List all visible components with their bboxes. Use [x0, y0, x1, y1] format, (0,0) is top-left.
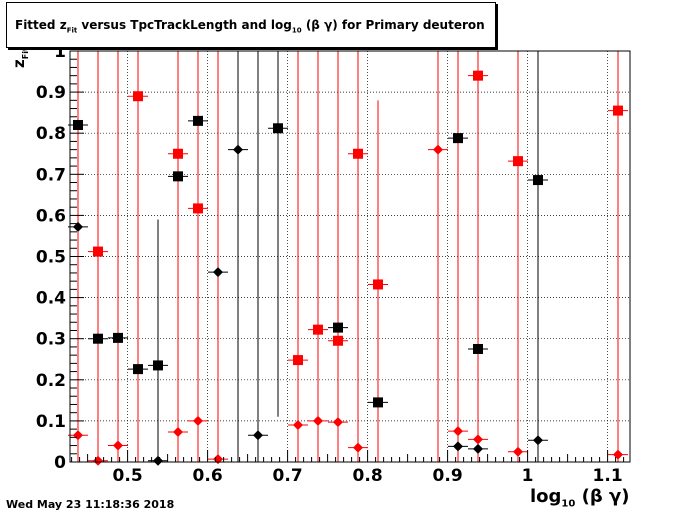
title-part-2: versus TpcTrackLength and log [77, 18, 292, 32]
data-point-square [373, 397, 383, 408]
data-point-square [473, 70, 483, 81]
data-point-square [153, 360, 163, 371]
title-part-3: (β γ) for Primary deuteron [301, 18, 485, 32]
data-point-diamond [453, 426, 463, 437]
data-point-diamond [333, 417, 343, 428]
data-point-square [93, 333, 103, 344]
tick-labels: 0.5 0.6 0.7 0.8 0.9 1 1.1 0 0.1 0.2 0.3 0.4 0.5 0.6 0.… [36, 42, 623, 486]
data-point-diamond [313, 415, 323, 426]
data-point-diamond [253, 430, 263, 441]
x-axis-label: log10 (β γ) [530, 486, 629, 510]
axis-ticks [70, 50, 625, 463]
title-sub-fit: Fit [66, 26, 78, 35]
data-markers [73, 70, 623, 466]
data-point-diamond [73, 430, 83, 441]
data-point-diamond [113, 440, 123, 451]
data-point-diamond [93, 455, 103, 466]
y-tick-label: 1 [54, 42, 66, 62]
x-tick-label: 0.8 [353, 466, 383, 486]
data-point-square [353, 148, 363, 159]
y-tick-label: 0 [54, 453, 66, 473]
x-tick-label: 0.6 [193, 466, 223, 486]
x-tick-label: 0.5 [113, 466, 143, 486]
y-label-main: z [10, 59, 28, 68]
x-tick-label: 1 [522, 466, 534, 486]
datestamp: Wed May 23 11:18:36 2018 [6, 498, 175, 511]
title-box: Fitted zFit versus TpcTrackLength and lo… [6, 2, 496, 48]
data-point-square [93, 246, 103, 257]
error-bars [68, 51, 628, 462]
data-point-diamond [473, 443, 483, 454]
data-point-square [133, 91, 143, 102]
y-tick-label: 0.4 [36, 289, 66, 309]
y-tick-label: 0.7 [36, 165, 66, 185]
data-point-square [193, 115, 203, 126]
data-point-square [333, 322, 343, 333]
chart-title: Fitted zFit versus TpcTrackLength and lo… [15, 18, 485, 34]
grid [70, 50, 630, 463]
data-point-square [193, 203, 203, 214]
y-axis-label: zFit [10, 47, 30, 68]
y-tick-label: 0.1 [36, 412, 66, 432]
data-point-diamond [73, 221, 83, 232]
data-point-diamond [193, 415, 203, 426]
data-point-square [333, 335, 343, 346]
x-label-main: log [530, 486, 562, 507]
data-point-diamond [353, 442, 363, 453]
data-point-square [113, 332, 123, 343]
data-point-diamond [213, 454, 223, 465]
data-point-square [293, 355, 303, 366]
data-point-diamond [533, 435, 543, 446]
title-sub-10: 10 [291, 26, 302, 35]
data-point-diamond [453, 441, 463, 452]
data-point-square [453, 133, 463, 144]
x-label-sub: 10 [561, 498, 576, 510]
x-tick-label: 0.7 [273, 466, 303, 486]
data-point-square [133, 364, 143, 375]
data-point-square [513, 156, 523, 167]
data-point-diamond [213, 267, 223, 278]
title-part-1: Fitted z [15, 18, 67, 32]
y-tick-label: 0.9 [36, 83, 66, 103]
data-point-diamond [293, 420, 303, 431]
data-point-diamond [173, 426, 183, 437]
data-point-square [473, 343, 483, 354]
data-point-square [273, 123, 283, 134]
x-tick-label: 1.1 [593, 466, 623, 486]
data-point-diamond [233, 144, 243, 155]
data-point-square [73, 119, 83, 130]
y-tick-label: 0.5 [36, 248, 66, 268]
data-point-square [533, 175, 543, 186]
y-label-sub: Fit [21, 47, 30, 60]
x-tick-label: 0.9 [433, 466, 463, 486]
y-tick-label: 0.6 [36, 206, 66, 226]
data-point-diamond [153, 455, 163, 466]
y-tick-label: 0.8 [36, 124, 66, 144]
data-point-diamond [473, 434, 483, 445]
data-point-diamond [513, 446, 523, 457]
data-point-square [373, 279, 383, 290]
data-point-square [173, 148, 183, 159]
y-tick-label: 0.3 [36, 330, 66, 350]
data-point-square [613, 105, 623, 116]
x-label-rest: (β γ) [575, 486, 630, 507]
data-point-square [313, 324, 323, 335]
data-point-square [173, 171, 183, 182]
y-tick-label: 0.2 [36, 371, 66, 391]
data-point-diamond [433, 144, 443, 155]
data-point-diamond [613, 449, 623, 460]
